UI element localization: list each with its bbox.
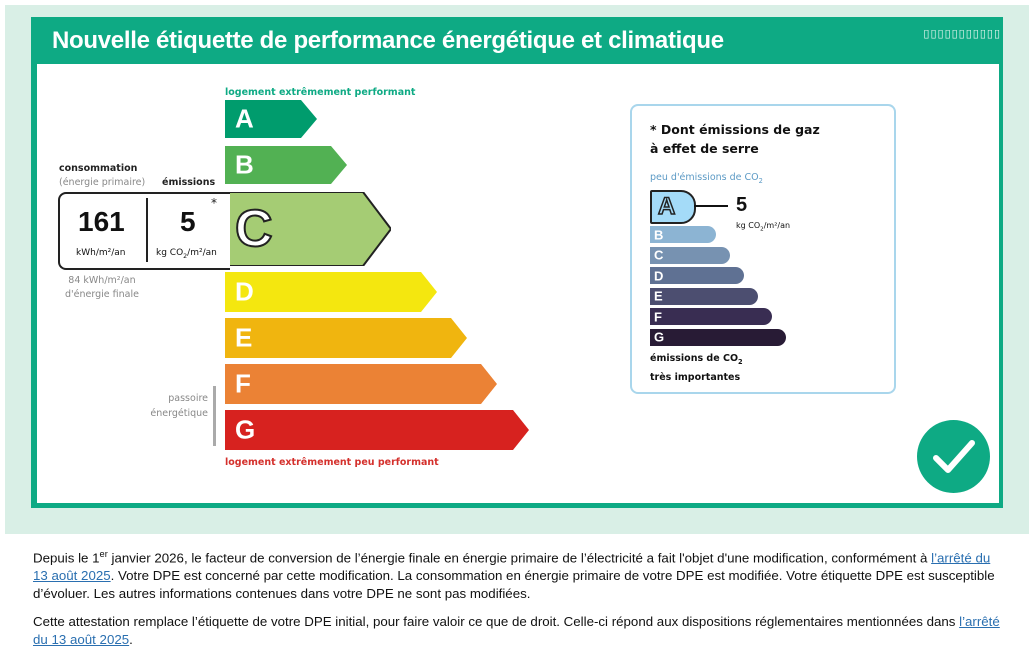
energy-class-letter: G — [235, 414, 256, 445]
ges-class-letter: B — [654, 227, 664, 242]
consumption-value: 161 — [78, 206, 125, 237]
energy-class-g: G — [225, 410, 529, 450]
arrete-link-1[interactable]: l’arrêté du 13 août 2025 — [33, 550, 991, 584]
energy-class-letter: A — [235, 103, 254, 134]
emissions-label: émissions — [162, 177, 216, 188]
ges-class-e: E — [650, 287, 758, 305]
ges-bottom-caption: émissions de CO2 très importantes — [650, 353, 743, 383]
label-title: Nouvelle étiquette de performance énergé… — [52, 27, 724, 54]
passoire-label: passoire énergétique — [150, 393, 208, 419]
final-energy-note: 84 kWh/m²/an d'énergie finale — [65, 275, 139, 300]
corner-glyphs: ▯▯▯▯▯▯▯▯▯▯▯ — [923, 27, 1001, 40]
ges-class-letter: A — [657, 192, 676, 221]
consumption-label: consommation — [59, 163, 138, 174]
ges-class-f: F — [650, 308, 772, 325]
energy-label-panel: Nouvelle étiquette de performance énergé… — [31, 17, 1003, 508]
consumption-sub-label: (énergie primaire) — [59, 177, 146, 188]
top-caption: logement extrêmement performant — [225, 87, 416, 98]
ges-class-letter: F — [654, 309, 662, 324]
energy-class-letter: D — [235, 276, 254, 307]
ges-title: * Dont émissions de gaz à effet de serre — [650, 122, 820, 156]
emissions-unit: kg CO2/m²/an — [156, 248, 217, 260]
arrete-link-2[interactable]: l’arrêté du 13 août 2025 — [33, 614, 1000, 647]
ges-pointer-line — [694, 205, 728, 207]
value-separator — [146, 198, 148, 262]
ges-class-c: C — [650, 246, 730, 264]
performance-values-box: 161 kWh/m²/an 5 * kg CO2/m²/an — [58, 192, 230, 270]
energy-class-letter: C — [234, 199, 274, 259]
consumption-unit: kWh/m²/an — [76, 248, 126, 258]
ges-panel: * Dont émissions de gaz à effet de serre… — [630, 104, 896, 394]
energy-class-d: D — [225, 272, 437, 312]
ges-class-letter: G — [654, 329, 665, 345]
energy-class-f: F — [225, 364, 497, 404]
ges-value: 5 — [736, 194, 748, 216]
ges-top-caption: peu d'émissions de CO2 — [650, 172, 763, 185]
energy-class-letter: F — [235, 368, 251, 399]
bottom-caption: logement extrêmement peu performant — [225, 457, 439, 468]
energy-class-letter: B — [235, 149, 254, 180]
ges-class-letter: D — [654, 268, 664, 283]
energy-class-c: C — [225, 192, 391, 266]
notice-paragraph-1: Depuis le 1er janvier 2026, le facteur d… — [33, 549, 995, 602]
passoire-bracket — [213, 386, 216, 446]
ges-unit: kg CO2/m²/an — [736, 221, 791, 233]
ges-class-g: G — [650, 328, 786, 346]
energy-class-letter: E — [235, 322, 253, 353]
energy-class-a: A — [225, 100, 317, 138]
ges-class-d: D — [650, 267, 744, 284]
notice-paragraph-2: Cette attestation remplace l’étiquette d… — [33, 614, 1000, 647]
ges-class-a: A — [650, 190, 696, 224]
check-icon — [917, 420, 990, 493]
energy-class-b: B — [225, 146, 347, 184]
ges-class-letter: C — [654, 247, 664, 263]
energy-class-e: E — [225, 318, 467, 358]
emissions-value: 5 — [180, 206, 196, 237]
ges-class-b: B — [650, 226, 716, 243]
emissions-star: * — [211, 196, 217, 210]
ges-class-letter: E — [654, 288, 663, 304]
